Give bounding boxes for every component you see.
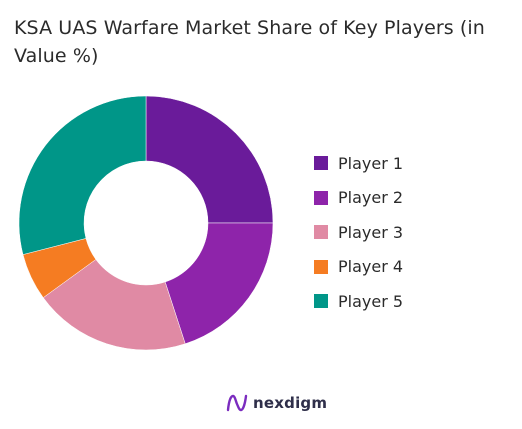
legend-item-player-3: Player 3 [314,215,403,250]
legend-label: Player 2 [338,188,404,208]
legend-swatch [314,190,328,205]
legend-label: Player 1 [338,153,404,173]
brand-logo: nexdigm [226,394,327,412]
legend-item-player-1: Player 1 [314,146,403,181]
legend-swatch [314,156,328,171]
slice-player-2 [164,222,274,345]
legend-swatch [314,259,328,274]
legend-swatch [314,225,328,240]
chart-title: KSA UAS Warfare Market Share of Key Play… [14,17,485,67]
legend-item-player-4: Player 4 [314,250,403,285]
legend-item-player-5: Player 5 [314,284,403,319]
legend-item-player-2: Player 2 [314,181,403,216]
slice-player-3 [42,259,186,351]
legend-label: Player 4 [338,257,404,277]
chart-legend: Player 1 Player 2 Player 3 Player 4 Player 5 [314,146,403,319]
legend-label: Player 5 [338,291,404,311]
nexdigm-logo-icon [226,394,248,412]
legend-swatch [314,294,328,309]
slice-player-1 [145,95,274,224]
slice-player-5 [18,95,147,255]
brand-name: nexdigm [253,394,328,412]
legend-label: Player 3 [338,222,404,242]
